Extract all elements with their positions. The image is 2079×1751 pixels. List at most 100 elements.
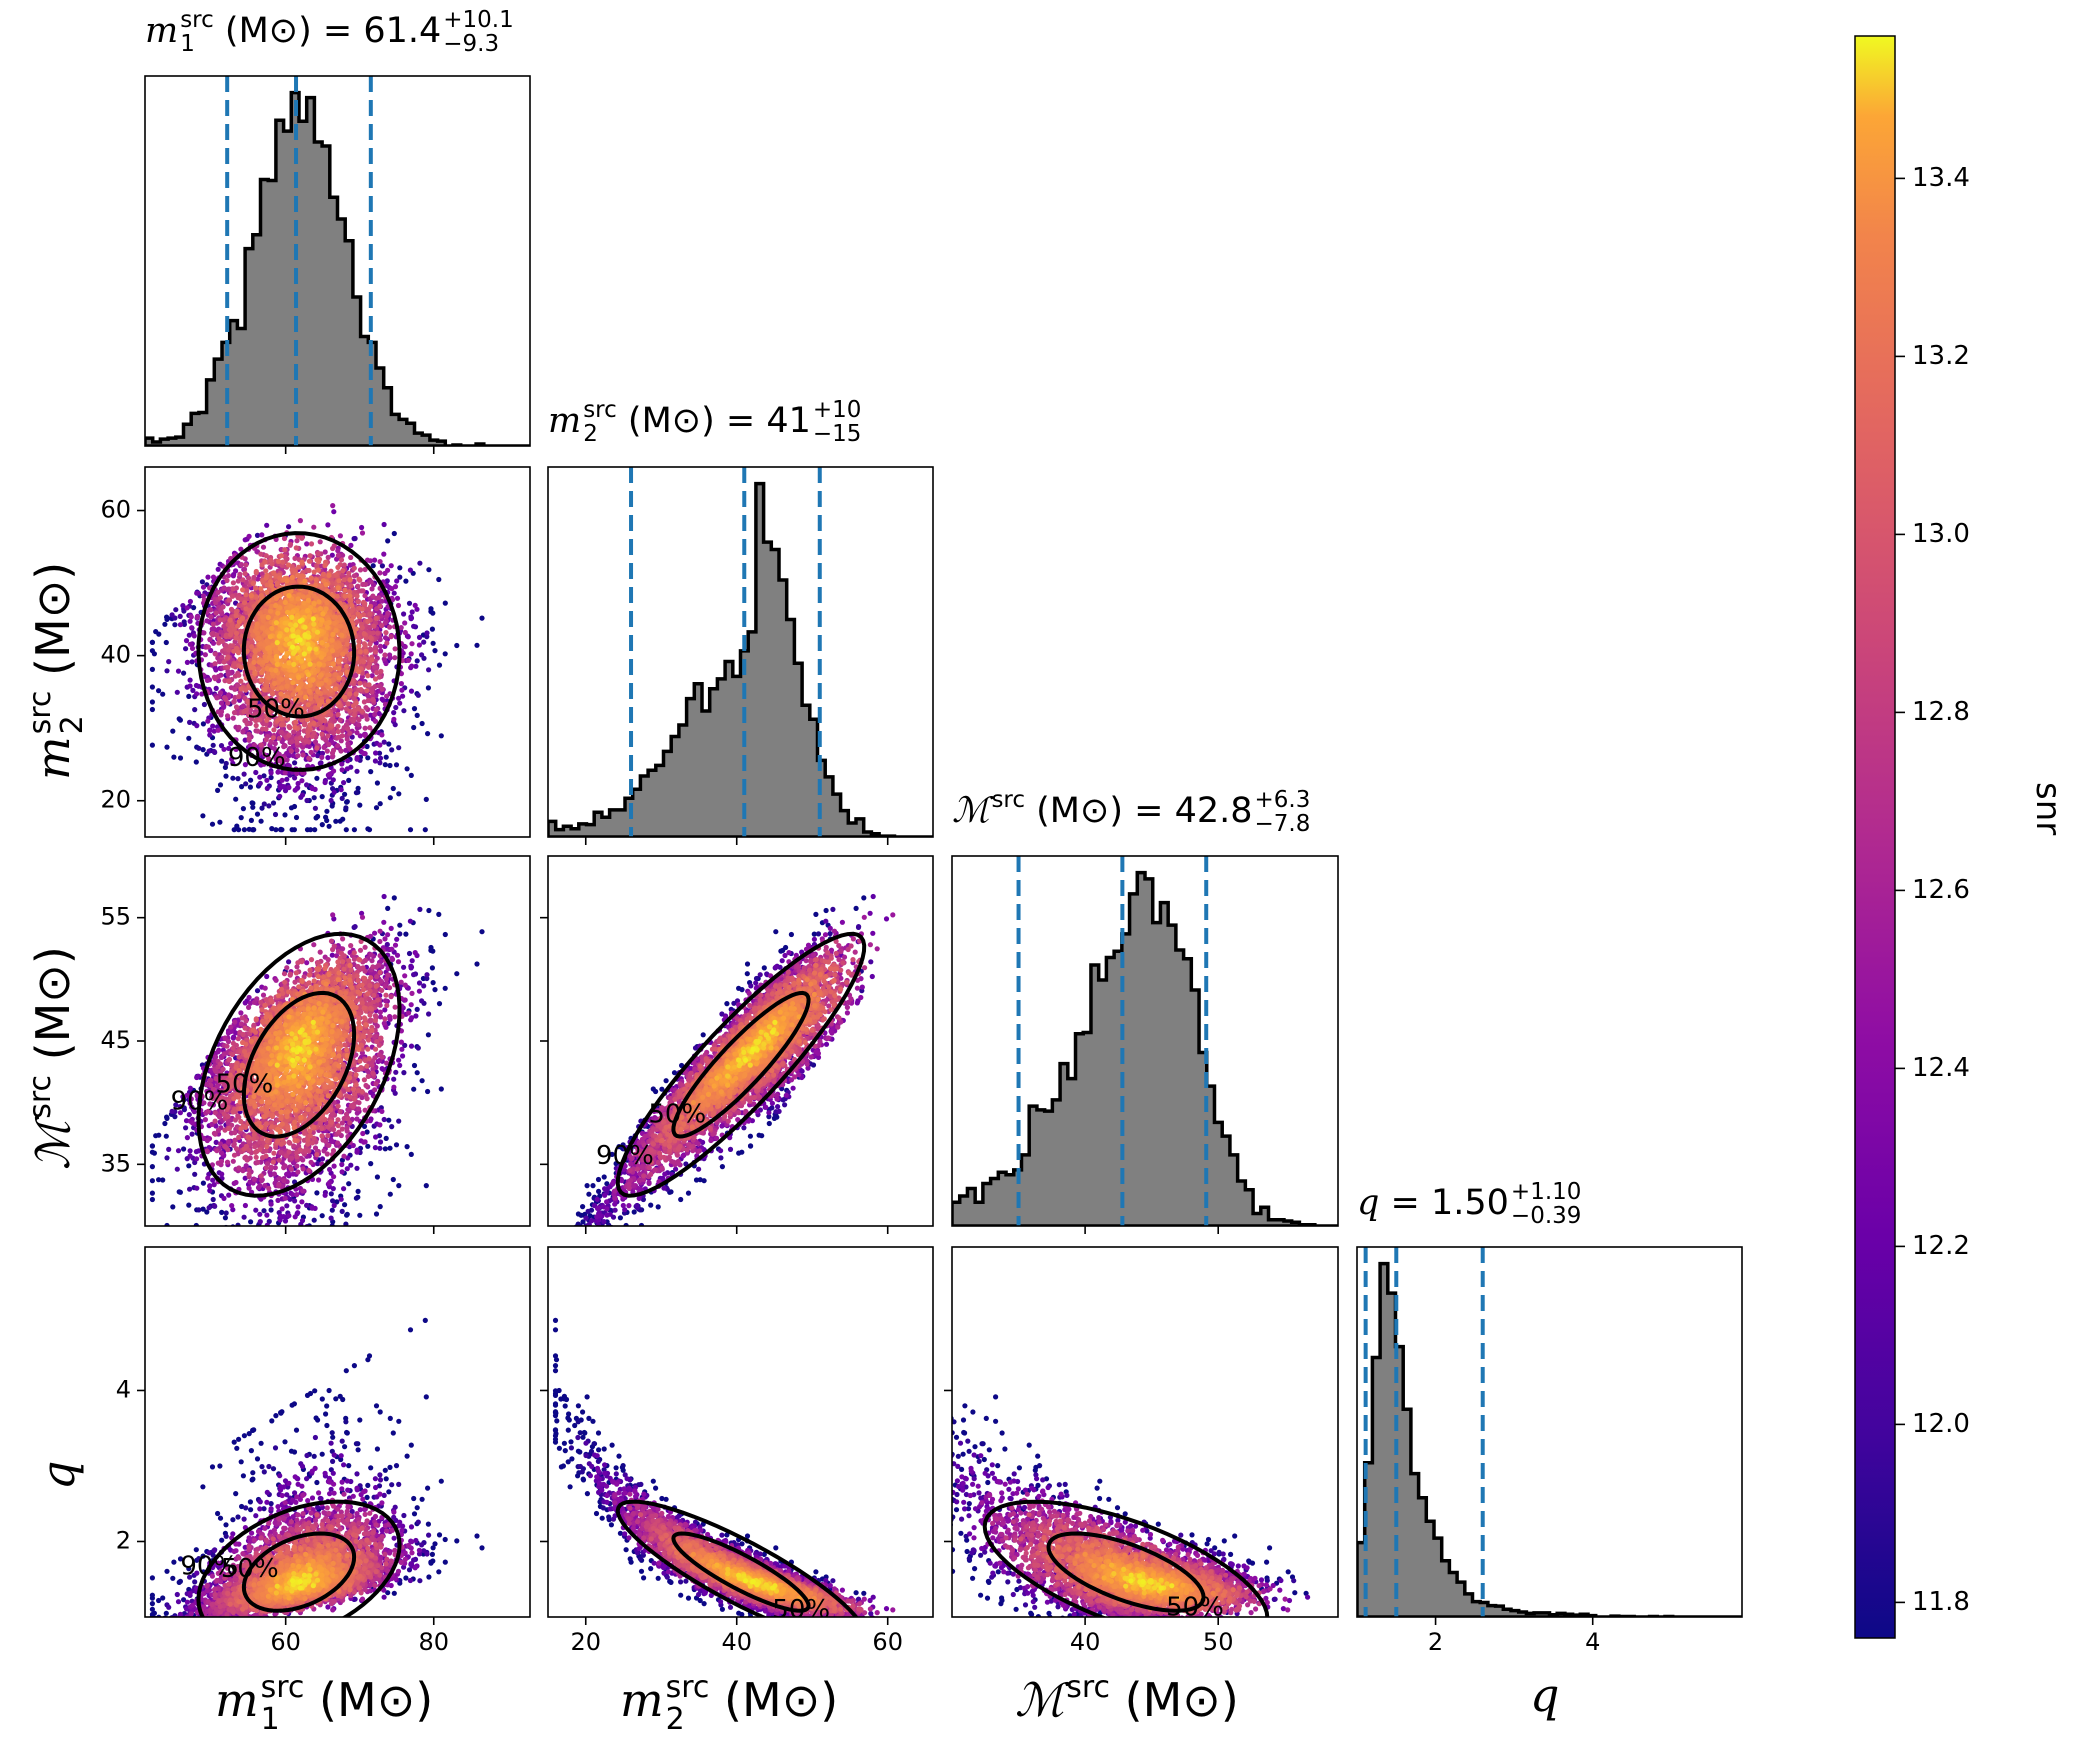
contour-q-vs-m2-0: [671, 1531, 811, 1613]
colorbar-tick-12.4: 12.4: [1912, 1053, 1970, 1083]
xlabel-symbol-q: q: [1530, 1668, 1559, 1722]
xtick-q-vs-m2-20: 20: [570, 1628, 601, 1656]
xlabel-sup-m1: src: [261, 1672, 305, 1704]
histogram-m1: [144, 75, 531, 447]
histogram-outline-m1: [145, 90, 530, 446]
contour-mchirp-vs-m2-1: [615, 931, 867, 1198]
axes-frame-m2-vs-m1: [144, 466, 531, 838]
xlabel-sub-m2: 2: [666, 1703, 710, 1736]
colorbar-label: snr: [2028, 782, 2068, 835]
title-sub-m1: 1: [180, 32, 214, 56]
colorbar-gradient: [1854, 35, 1896, 1639]
xtick-q-marginal-4: 4: [1585, 1628, 1600, 1656]
ylabel-sup-m2: src: [23, 691, 58, 735]
ylabel-sup-mchirp: src: [23, 1075, 58, 1119]
scatter-mchirp-vs-m2: 50%90%: [547, 855, 934, 1227]
ytick-mchirp-vs-m1-35: 35: [100, 1149, 131, 1177]
xlabel-m2: m src 2 (M⊙): [620, 1672, 838, 1735]
ytick-q-vs-m1-2: 2: [116, 1526, 131, 1554]
title-minus-m2: −15: [813, 422, 862, 446]
ytick-m2-vs-m1-60: 60: [100, 496, 131, 524]
xtick-q-vs-mchirp-50: 50: [1203, 1628, 1234, 1656]
histogram-bars-q: [1357, 1263, 1742, 1617]
xlabel-symbol-m2: m: [620, 1673, 664, 1727]
xlabel-q: q: [1530, 1672, 1559, 1718]
title-minus-mchirp: −7.8: [1255, 812, 1311, 836]
ylabel-symbol-mchirp: ℳ: [26, 1121, 80, 1170]
histogram-outline-m2: [548, 481, 933, 837]
contour-label-q-vs-m1-1: 90%: [180, 1552, 238, 1582]
contour-label-mchirp-vs-m2-1: 90%: [596, 1141, 654, 1171]
ytick-mchirp-vs-m1-45: 45: [100, 1026, 131, 1054]
title-sup-mchirp: src: [991, 788, 1025, 812]
colorbar-tick-13.0: 13.0: [1912, 519, 1970, 549]
axes-frame-q: [1356, 1246, 1743, 1618]
histogram-outline-mchirp: [952, 870, 1338, 1226]
title-minus-q: −0.39: [1511, 1204, 1581, 1228]
xlabel-unit-m2: (M⊙): [709, 1673, 838, 1727]
title-symbol-mchirp: ℳ: [952, 791, 989, 831]
ytick-m2-vs-m1-40: 40: [100, 641, 131, 669]
colorbar-tick-13.2: 13.2: [1912, 341, 1970, 371]
ylabel-m2: m src 2 (M⊙): [23, 562, 90, 780]
axes-frame-q-vs-m1: [144, 1246, 531, 1618]
ylabel-symbol-q: q: [31, 1461, 85, 1490]
histogram-bars-mchirp: [952, 872, 1338, 1226]
panel-title-m1: m src 1 (M⊙) = 61.4 +10.1 −9.3: [145, 8, 514, 56]
histogram-m2: [547, 466, 934, 838]
contour-mchirp-vs-m2-0: [671, 990, 811, 1139]
title-value-mchirp: (M⊙) = 42.8: [1025, 791, 1252, 831]
title-plus-mchirp: +6.3: [1255, 788, 1311, 812]
title-value-q: = 1.50: [1379, 1183, 1509, 1223]
xlabel-sup-m2: src: [666, 1672, 710, 1704]
contour-m2-vs-m1-1: [196, 531, 402, 772]
xlabel-symbol-m1: m: [215, 1673, 259, 1727]
xlabel-sub-m1: 1: [261, 1703, 305, 1736]
contour-q-vs-mchirp-1: [982, 1499, 1270, 1617]
axes-frame-q-vs-mchirp: [951, 1246, 1339, 1618]
contour-label-q-vs-m2-1: 90%: [822, 1627, 880, 1657]
contour-q-vs-m2-1: [615, 1499, 859, 1617]
xlabel-sub-mchirp: [1066, 1704, 1110, 1736]
title-symbol-m2: m: [548, 401, 581, 441]
histogram-q: [1356, 1246, 1743, 1618]
colorbar-tick-12.6: 12.6: [1912, 875, 1970, 905]
colorbar: 11.8 12.0 12.2 12.4 12.6 12.8 13.0 13.2 13.4: [1854, 35, 1970, 1639]
ylabel-sub-mchirp: [57, 1075, 89, 1119]
contour-mchirp-vs-m1-1: [196, 931, 402, 1198]
title-plus-m2: +10: [813, 398, 862, 422]
contour-m2-vs-m1-0: [241, 584, 357, 719]
axes-frame-q-vs-m2: [547, 1246, 934, 1618]
colorbar-tick-12.0: 12.0: [1912, 1409, 1970, 1439]
title-plus-q: +1.10: [1511, 1180, 1581, 1204]
contour-label-q-vs-m1-0: 50%: [221, 1554, 279, 1584]
histogram-bars-m1: [145, 92, 530, 446]
contour-mchirp-vs-m1-0: [241, 990, 357, 1139]
colorbar-tick-12.8: 12.8: [1912, 697, 1970, 727]
scatter-q-vs-m2: 50%90%: [547, 1246, 934, 1657]
title-symbol-m1: m: [145, 11, 178, 51]
xlabel-unit-m1: (M⊙): [304, 1673, 433, 1727]
scatter-q-vs-m1: 50%90%: [144, 1246, 531, 1618]
contour-label-mchirp-vs-m1-0: 50%: [216, 1070, 274, 1100]
title-minus-m1: −9.3: [443, 32, 513, 56]
ytick-mchirp-vs-m1-55: 55: [100, 903, 131, 931]
contour-label-q-vs-mchirp-0: 50%: [1166, 1592, 1224, 1622]
axes-frame-mchirp: [951, 855, 1339, 1227]
contour-q-vs-m1-0: [241, 1531, 357, 1613]
title-symbol-q: q: [1357, 1183, 1379, 1223]
ytick-q-vs-m1-4: 4: [116, 1375, 131, 1403]
contour-label-m2-vs-m1-0: 50%: [247, 695, 305, 725]
contour-label-q-vs-m2-0: 50%: [772, 1595, 830, 1625]
title-sup-m2: src: [583, 398, 617, 422]
histogram-mchirp: [951, 855, 1339, 1227]
ylabel-unit-mchirp: (M⊙): [26, 946, 80, 1075]
contour-q-vs-m1-1: [196, 1499, 402, 1617]
xtick-q-vs-m2-40: 40: [721, 1628, 752, 1656]
axes-frame-m2: [547, 466, 934, 838]
xlabel-unit-mchirp: (M⊙): [1110, 1673, 1239, 1727]
xtick-q-vs-mchirp-40: 40: [1070, 1628, 1101, 1656]
xtick-q-vs-m1-60: 60: [270, 1628, 301, 1656]
